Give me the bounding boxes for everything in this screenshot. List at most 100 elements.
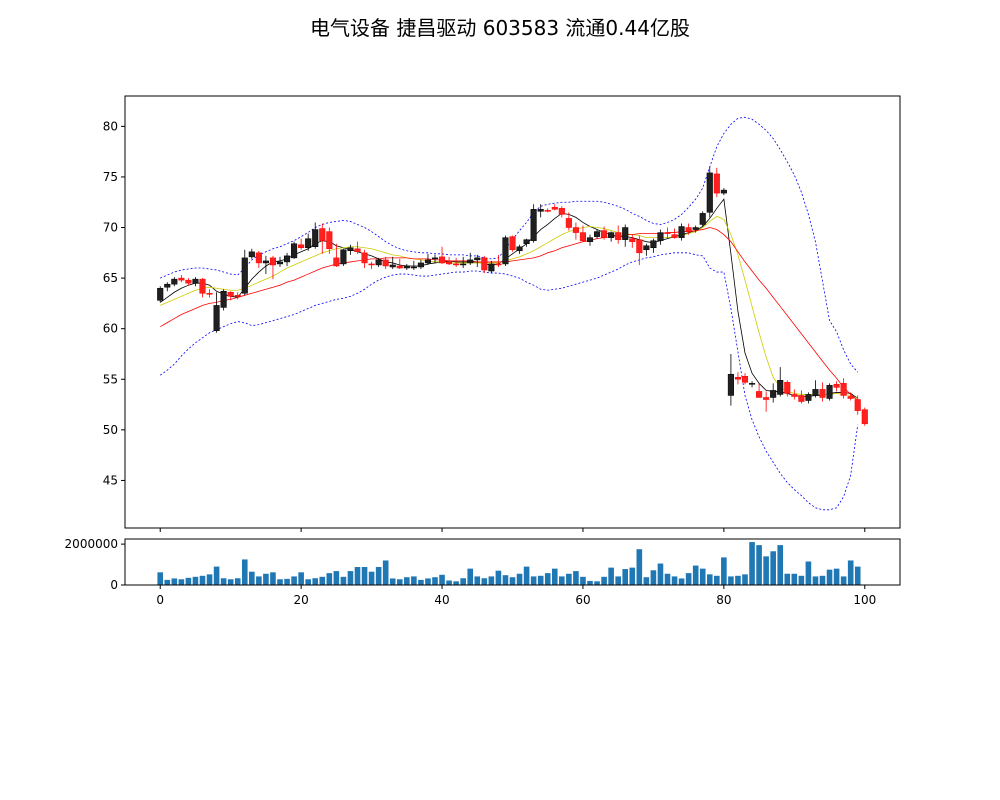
candle-body — [396, 265, 403, 269]
volume-bar-66 — [622, 569, 629, 585]
volume-bar-23 — [319, 576, 326, 585]
candle-37 — [417, 259, 424, 270]
volume-bar-21 — [305, 579, 311, 585]
candle-body — [671, 234, 678, 238]
series-line-4 — [159, 252, 859, 511]
candle-36 — [410, 260, 417, 271]
candle-body — [417, 262, 424, 268]
volume-bar-68 — [636, 549, 643, 585]
candle-body — [248, 251, 255, 258]
candle-body — [269, 257, 277, 266]
candle-1 — [164, 282, 171, 292]
candle-body — [178, 277, 185, 281]
price-panel: 45 50 55 60 65 70 75 80 — [103, 95, 901, 532]
candle-8 — [213, 292, 220, 333]
candle-77 — [699, 211, 706, 227]
volume-bar-6 — [199, 575, 206, 585]
candle-86 — [763, 391, 770, 412]
candle-19 — [291, 241, 298, 259]
volume-bar-51 — [516, 573, 523, 585]
candle-body — [601, 230, 608, 238]
x-tick-label: 40 — [434, 593, 449, 607]
volume-bar-52 — [523, 566, 530, 585]
candle-6 — [199, 278, 206, 298]
candle-43 — [460, 256, 467, 268]
candle-body — [460, 263, 467, 266]
volume-bar-32 — [382, 560, 389, 585]
volume-bar-35 — [404, 577, 410, 585]
candle-body — [777, 380, 784, 395]
volume-bar-26 — [340, 576, 347, 585]
candle-body — [347, 247, 354, 252]
volume-bar-58 — [566, 573, 572, 585]
candle-87 — [770, 383, 777, 403]
candle-74 — [678, 223, 685, 241]
volume-bar-8 — [213, 566, 220, 585]
volume-bar-7 — [206, 574, 213, 585]
candle-13 — [248, 248, 255, 259]
candle-23 — [319, 223, 326, 254]
volume-bar-83 — [742, 574, 748, 585]
candle-body — [213, 305, 220, 331]
candle-14 — [255, 250, 262, 268]
volume-bar-54 — [537, 575, 544, 585]
candle-93 — [812, 380, 819, 398]
candle-body — [192, 278, 199, 284]
candle-71 — [657, 229, 664, 245]
volume-bar-67 — [629, 567, 636, 585]
candle-body — [812, 389, 819, 396]
candle-25 — [333, 243, 340, 267]
candle-56 — [551, 204, 558, 211]
volume-bar-46 — [481, 578, 488, 585]
volume-bar-49 — [502, 575, 509, 585]
candle-body — [622, 227, 629, 240]
volume-bar-85 — [756, 545, 762, 585]
volume-bar-15 — [263, 573, 269, 585]
candle-body — [537, 209, 544, 212]
volume-bar-59 — [573, 571, 579, 585]
volume-bar-61 — [587, 580, 593, 585]
candle-body — [847, 396, 854, 399]
volume-bar-56 — [551, 568, 558, 585]
candle-81 — [727, 353, 734, 406]
volume-bar-88 — [777, 545, 784, 585]
volume-bar-71 — [657, 563, 664, 585]
candle-65 — [615, 225, 622, 244]
volume-bar-53 — [530, 576, 537, 585]
candle-61 — [586, 234, 594, 246]
candle-body — [826, 385, 833, 399]
candle-body — [453, 263, 460, 266]
candle-73 — [671, 228, 678, 239]
candle-body — [784, 382, 791, 394]
volume-bar-38 — [425, 578, 431, 585]
candle-body — [734, 377, 742, 380]
candle-body — [579, 232, 587, 241]
volume-bar-92 — [805, 561, 812, 585]
candle-85 — [756, 383, 763, 398]
candle-2 — [171, 277, 178, 287]
candle-31 — [375, 257, 382, 267]
candle-body — [558, 208, 565, 215]
volume-bar-62 — [594, 581, 600, 585]
candle-69 — [643, 243, 650, 256]
candle-body — [234, 295, 241, 297]
candle-80 — [720, 188, 727, 196]
x-tick-label: 0 — [156, 593, 164, 607]
candle-35 — [403, 263, 410, 271]
candle-body — [382, 259, 389, 267]
candle-body — [368, 263, 375, 266]
volume-bar-55 — [544, 573, 551, 585]
volume-bar-25 — [333, 571, 340, 585]
candle-body — [255, 252, 262, 264]
candle-12 — [241, 249, 248, 296]
series-line-0 — [159, 198, 858, 399]
volume-bar-82 — [735, 575, 741, 585]
volume-bar-69 — [643, 577, 650, 585]
candle-body — [727, 373, 734, 396]
y-tick-label: 50 — [103, 423, 118, 437]
volume-bar-31 — [375, 567, 382, 585]
candle-body — [474, 257, 481, 261]
series-line-2 — [160, 227, 858, 401]
series-line-1 — [160, 215, 858, 399]
candle-body — [593, 231, 601, 237]
